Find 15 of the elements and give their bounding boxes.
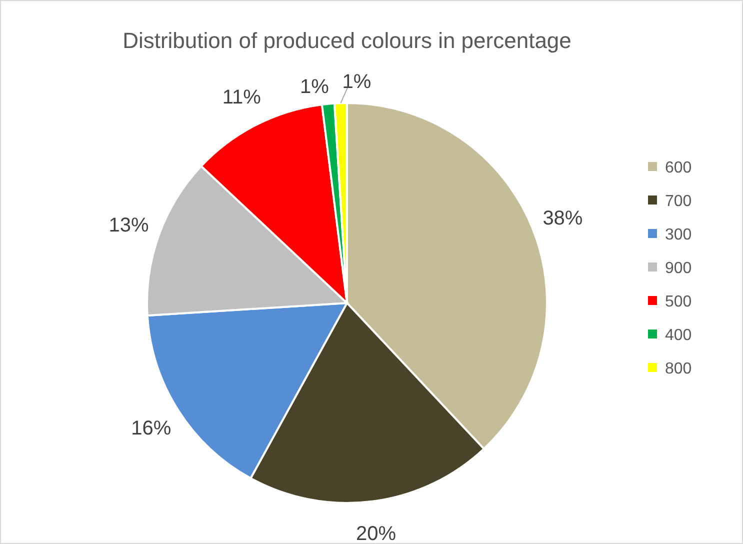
data-label: 20% bbox=[356, 523, 396, 544]
legend-label: 900 bbox=[665, 260, 692, 278]
data-label: 11% bbox=[222, 86, 262, 108]
data-label: 13% bbox=[108, 214, 149, 236]
chart-title: Distribution of produced colours in percentage bbox=[122, 28, 572, 53]
legend-label: 400 bbox=[665, 327, 692, 344]
legend-label: 800 bbox=[665, 360, 692, 378]
data-label: 38% bbox=[542, 208, 583, 230]
legend-label: 300 bbox=[665, 226, 692, 244]
legend-label: 700 bbox=[665, 193, 692, 210]
data-label: 1% bbox=[300, 76, 330, 98]
legend-label: 500 bbox=[665, 294, 692, 311]
legend-label: 600 bbox=[665, 160, 692, 177]
data-label: 1% bbox=[342, 71, 372, 94]
data-label: 16% bbox=[131, 417, 172, 440]
